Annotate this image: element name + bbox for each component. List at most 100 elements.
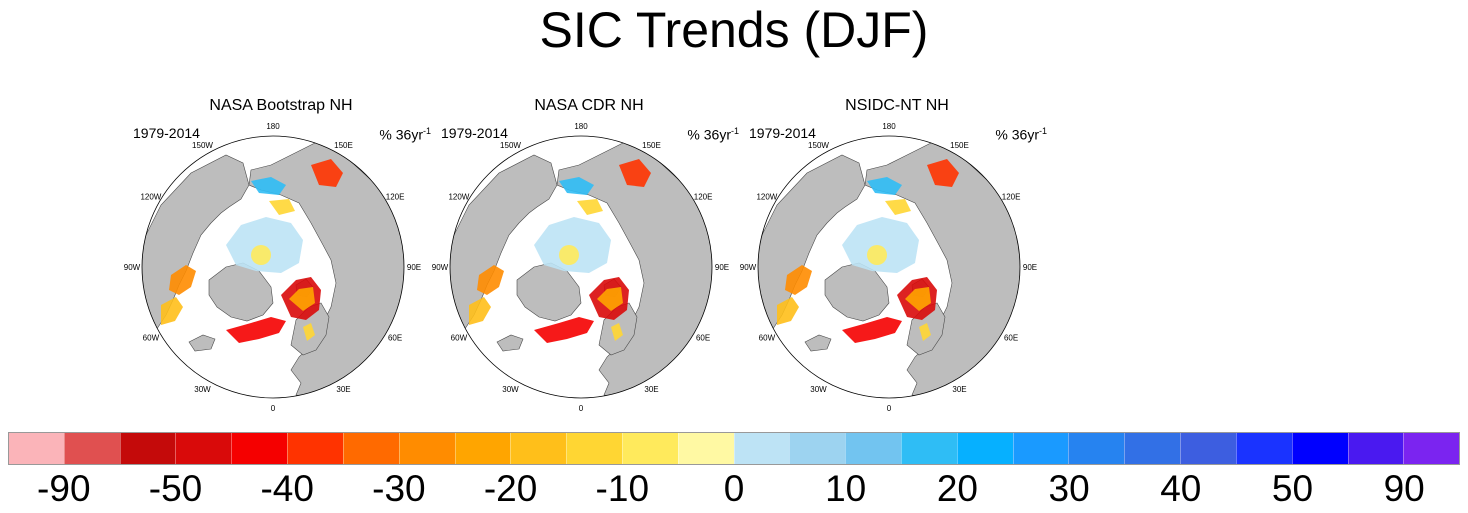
okhotsk-sea-trend [311,159,343,187]
panel-period: 1979-2014 [133,125,200,141]
colorbar-tick-label: -90 [37,468,91,509]
longitude-label: 90W [740,263,757,272]
colorbar-tick-label: -10 [595,468,650,509]
colorbar-cell [119,433,176,464]
barents-sea-edge [597,287,623,311]
map-content [142,136,404,398]
baltic-sea-trend [919,323,931,341]
units-text: % 36yr [995,126,1039,143]
longitude-label: 0 [887,404,892,413]
colorbar-cell [956,433,1013,464]
panel-title: NASA CDR NH [534,97,644,114]
okhotsk-sea-trend [619,159,651,187]
colorbar-cell [1068,433,1125,464]
longitude-label: 60W [451,334,468,343]
polar-map: 180 150E 120E 90E 60E 30E 0 30W 60W 90W 120W 150W [432,122,729,413]
map-content [450,136,712,398]
longitude-label: 60W [143,334,160,343]
colorbar-cell [1235,433,1292,464]
arctic-basin-trend [226,217,303,273]
longitude-label: 120W [756,193,777,202]
map-panel: 180 150E 120E 90E 60E 30E 0 30W 60W 90W 120W 150W NS… [740,95,1047,413]
polar-map: 180 150E 120E 90E 60E 30E 0 30W 60W 90W 120W 150W [740,122,1037,413]
chukchi-sea-trend [577,199,603,215]
colorbar [8,432,1460,465]
colorbar-cell [175,433,232,464]
longitude-label: 90E [715,263,729,272]
barents-sea-edge [905,287,931,311]
longitude-label: 90W [124,263,141,272]
bering-sea-trend [251,177,286,195]
longitude-label: 120W [448,193,469,202]
bering-sea-trend [867,177,902,195]
longitude-label: 30E [644,385,658,394]
longitude-label: 150W [500,141,521,150]
longitude-label: 0 [271,404,276,413]
longitude-label: 30E [952,385,966,394]
map-panel: 180 150E 120E 90E 60E 30E 0 30W 60W 90W 120W 150W NA… [432,95,739,413]
polar-boundary [449,135,713,399]
colorbar-tick-label: -50 [148,468,203,509]
longitude-label: 150W [808,141,829,150]
longitude-label: 120E [386,193,405,202]
longitude-label: 180 [882,122,896,131]
longitude-label: 120W [140,193,161,202]
colorbar-tick-label: 50 [1271,468,1314,509]
polar-map: 180 150E 120E 90E 60E 30E 0 30W 60W 90W 120W 150W [124,122,421,413]
labrador-sea-trend [169,265,196,295]
panel-title: NASA Bootstrap NH [209,97,353,114]
baffin-bay-trend [777,297,799,325]
labrador-sea-trend [785,265,812,295]
greenland-sea-trend [534,317,594,343]
longitude-label: 150E [334,141,353,150]
colorbar-cell [1012,433,1069,464]
colorbar-tick-label: -40 [260,468,314,509]
greenland-sea-trend [842,317,902,343]
longitude-label: 180 [574,122,588,131]
colorbar-cell [1291,433,1348,464]
panel-period: 1979-2014 [749,125,816,141]
baltic-sea-trend [303,323,315,341]
panel-period: 1979-2014 [441,125,508,141]
colorbar-cell [677,433,734,464]
colorbar-cell [1403,433,1460,464]
longitude-label: 30W [194,385,211,394]
colorbar-cell [287,433,343,464]
longitude-label: 90E [407,263,421,272]
colorbar-tick-label: 20 [936,468,978,509]
units-exponent: -1 [422,126,431,136]
colorbar-tick-label: -30 [372,468,426,509]
units-text: % 36yr [379,126,423,143]
map-content [758,136,1020,398]
chukchi-sea-trend [269,199,295,215]
longitude-label: 180 [266,122,280,131]
longitude-label: 30W [502,385,519,394]
map-panel: 180 150E 120E 90E 60E 30E 0 30W 60W 90W 120W 150W NA… [124,95,431,413]
colorbar-tick-label: 30 [1048,468,1090,509]
colorbar-tick-label: 40 [1160,468,1202,509]
iceland-land [496,334,524,352]
longitude-label: 30W [810,385,827,394]
colorbar-tick-label: -20 [483,468,538,509]
north-pole-ring [251,245,271,265]
greenland-sea-trend [226,317,286,343]
longitude-label: 120E [694,193,713,202]
barents-sea-edge [289,287,315,311]
colorbar-cell [845,433,901,464]
north-pole-ring [867,245,887,265]
colorbar-cell [789,433,846,464]
baffin-bay-trend [161,297,183,325]
colorbar-cell [566,433,622,464]
colorbar-cell [454,433,511,464]
baffin-bay-trend [469,297,491,325]
panel-units: % 36yr-1 [687,123,739,143]
colorbar-cell [901,433,957,464]
longitude-label: 60E [1004,334,1018,343]
colorbar-cell [63,433,120,464]
colorbar-cell [1347,433,1404,464]
longitude-label: 60E [388,334,402,343]
colorbar-tick-label: 0 [723,468,745,509]
longitude-label: 60E [696,334,710,343]
longitude-label: 90W [432,263,449,272]
longitude-label: 30E [336,385,350,394]
